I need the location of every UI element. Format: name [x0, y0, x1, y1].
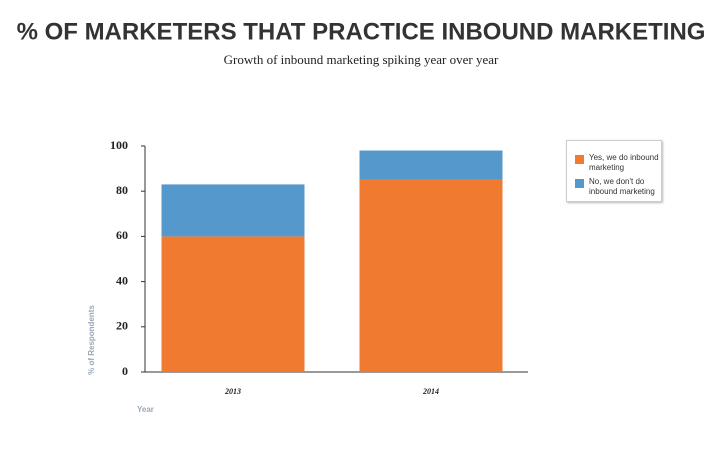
y-axis-label: % of Respondents [87, 305, 96, 375]
legend-label: Yes, we do inbound marketing [589, 153, 659, 172]
legend-entry: Yes, we do inbound marketing [575, 153, 659, 173]
y-tick-label: 40 [116, 273, 128, 287]
legend-label: No, we don't do inbound marketing [589, 177, 655, 196]
legend-swatch [575, 155, 584, 164]
bar-segment [359, 179, 503, 372]
x-tick-label: 2013 [224, 387, 241, 396]
legend-entry: No, we don't do inbound marketing [575, 177, 659, 197]
chart-subtitle: Growth of inbound marketing spiking year… [224, 52, 499, 67]
bar-segment [161, 236, 305, 372]
bar-segment [161, 184, 305, 237]
chart-title: % OF MARKETERS THAT PRACTICE INBOUND MAR… [17, 18, 706, 45]
y-tick-label: 80 [116, 183, 128, 197]
legend: Yes, we do inbound marketing No, we don't… [566, 140, 662, 202]
y-tick-label: 100 [110, 138, 128, 152]
bar-segment [359, 150, 503, 180]
legend-swatch [575, 179, 584, 188]
y-tick-label: 20 [116, 319, 128, 333]
x-axis-label: Year [137, 405, 154, 414]
y-tick-label: 0 [122, 364, 128, 378]
y-tick-label: 60 [116, 228, 128, 242]
x-tick-label: 2014 [422, 387, 439, 396]
